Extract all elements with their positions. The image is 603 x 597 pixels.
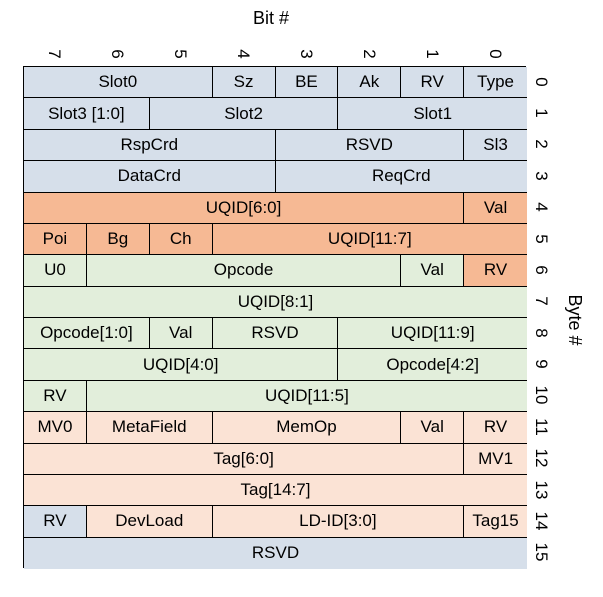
- field-cell: Val: [401, 412, 465, 444]
- byte-number-label: 13: [532, 480, 551, 500]
- bit-number-label: 2: [359, 49, 379, 59]
- byte-number-label: 6: [532, 265, 551, 275]
- byte-number-label: 15: [532, 542, 551, 562]
- field-cell: Tag15: [464, 506, 527, 538]
- field-cell: UQID[11:5]: [86, 380, 527, 413]
- field-cell: MemOp: [212, 412, 402, 444]
- field-cell: Sl3: [464, 129, 527, 162]
- byte-number-label: 12: [532, 448, 551, 468]
- byte-number-label: 1: [532, 108, 551, 118]
- byte-number-label: 0: [532, 76, 551, 87]
- field-cell: RV: [24, 380, 87, 413]
- bit-number-label: 7: [45, 49, 65, 59]
- field-cell: MetaField: [86, 412, 213, 444]
- field-cell: UQID[11:7]: [212, 223, 527, 256]
- field-cell: Slot0: [24, 67, 213, 99]
- field-cell: UQID[4:0]: [24, 349, 339, 381]
- field-cell: Ak: [338, 67, 402, 99]
- field-cell: UQID[8:1]: [24, 286, 527, 318]
- field-cell: Val: [464, 192, 527, 224]
- bit-number-label: 6: [108, 49, 128, 59]
- byte-number-label: 10: [532, 385, 551, 405]
- field-grid: Slot0 Sz BE Ak RV Type Slot3 [1:0] Slot2 Slot1 Rs…: [23, 66, 527, 569]
- field-cell: Opcode: [86, 255, 402, 287]
- field-cell: RV: [24, 506, 87, 538]
- byte-number-label: 5: [532, 233, 551, 244]
- bit-number-label: 3: [296, 49, 316, 59]
- field-cell: UQID[11:9]: [338, 318, 527, 350]
- field-cell: Ch: [149, 223, 213, 256]
- field-cell: Slot2: [149, 98, 339, 130]
- field-cell: MV0: [24, 412, 87, 444]
- field-cell: Sz: [212, 67, 276, 99]
- field-cell: Opcode[1:0]: [24, 318, 150, 350]
- field-cell: Slot1: [338, 98, 527, 130]
- byte-number-label: 14: [532, 511, 551, 531]
- field-cell: Opcode[4:2]: [338, 349, 527, 381]
- byte-number-label: 11: [532, 417, 551, 436]
- field-cell: UQID[6:0]: [24, 192, 465, 224]
- field-cell: Slot3 [1:0]: [24, 98, 150, 130]
- field-cell: Poi: [24, 223, 87, 256]
- bit-axis-title: Bit #: [253, 8, 290, 28]
- field-cell: RV: [464, 412, 527, 444]
- field-cell: U0: [24, 255, 87, 287]
- bit-number-label: 4: [234, 49, 254, 59]
- field-cell: BE: [275, 67, 339, 99]
- byte-number-label: 3: [532, 171, 551, 181]
- field-cell: Bg: [86, 223, 150, 256]
- field-cell: RspCrd: [24, 129, 276, 162]
- field-cell: LD-ID[3:0]: [212, 506, 465, 538]
- bit-number-label: 0: [485, 49, 505, 59]
- field-cell: MV1: [464, 443, 527, 475]
- field-cell: DataCrd: [24, 161, 276, 193]
- field-cell: DevLoad: [86, 506, 213, 538]
- field-cell: RSVD: [275, 129, 465, 162]
- field-cell: RSVD: [24, 537, 527, 569]
- field-cell: ReqCrd: [275, 161, 527, 193]
- field-cell: RV: [401, 67, 465, 99]
- field-cell: Tag[6:0]: [24, 443, 465, 475]
- byte-number-label: 8: [532, 327, 551, 338]
- bit-number-label: 5: [171, 49, 191, 59]
- byte-number-label: 4: [532, 202, 551, 212]
- byte-number-label: 7: [532, 296, 551, 307]
- byte-number-label: 9: [532, 359, 551, 369]
- bit-number-label: 1: [422, 49, 442, 59]
- field-cell: Val: [401, 255, 465, 287]
- byte-number-label: 2: [532, 139, 551, 150]
- field-cell: Type: [464, 67, 527, 99]
- field-cell: RV: [464, 255, 527, 287]
- byte-axis-title: Byte #: [565, 294, 585, 346]
- field-cell: Tag[14:7]: [24, 474, 527, 507]
- field-cell: Val: [149, 318, 213, 350]
- field-cell: RSVD: [212, 318, 339, 350]
